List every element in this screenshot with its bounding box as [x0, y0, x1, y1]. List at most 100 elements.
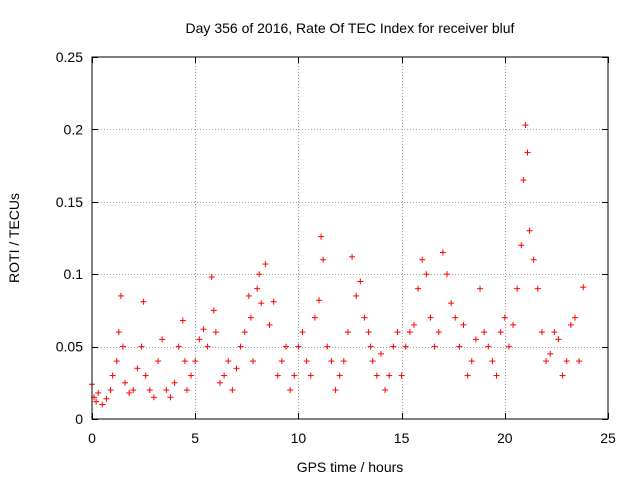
data-point	[216, 379, 223, 386]
data-point	[119, 343, 126, 350]
data-point	[262, 261, 269, 268]
data-point	[210, 307, 217, 314]
data-point	[340, 358, 347, 365]
data-point	[410, 321, 417, 328]
data-point	[155, 358, 162, 365]
x-tick-label: 0	[88, 430, 96, 446]
data-point	[439, 249, 446, 256]
data-point	[538, 329, 545, 336]
data-point	[122, 379, 129, 386]
data-point	[179, 317, 186, 324]
data-point	[551, 329, 558, 336]
data-point	[200, 326, 207, 333]
data-point	[109, 372, 116, 379]
data-point	[146, 387, 153, 394]
data-point	[188, 372, 195, 379]
data-point	[140, 298, 147, 305]
data-point	[181, 358, 188, 365]
data-point	[349, 253, 356, 260]
data-point	[142, 372, 149, 379]
data-point	[208, 274, 215, 281]
data-point	[472, 336, 479, 343]
data-point	[559, 372, 566, 379]
data-point	[580, 284, 587, 291]
data-point	[563, 358, 570, 365]
x-axis-label: GPS time / hours	[297, 459, 404, 475]
x-tick-label: 15	[394, 430, 410, 446]
data-point	[233, 365, 240, 372]
x-tick-label: 5	[191, 430, 199, 446]
data-point	[497, 329, 504, 336]
data-point	[522, 122, 529, 129]
plot-frame	[91, 56, 609, 420]
x-tick-label: 25	[600, 430, 616, 446]
data-point	[99, 401, 106, 408]
data-point	[183, 387, 190, 394]
data-point	[501, 314, 508, 321]
data-point	[225, 358, 232, 365]
data-point	[266, 321, 273, 328]
data-point	[406, 329, 413, 336]
x-tick-label: 20	[497, 430, 513, 446]
data-point	[419, 256, 426, 263]
data-point	[373, 372, 380, 379]
data-point	[171, 379, 178, 386]
data-point	[567, 321, 574, 328]
data-point	[270, 298, 277, 305]
y-tick-label: 0	[75, 411, 83, 427]
data-point	[456, 343, 463, 350]
data-point	[249, 358, 256, 365]
y-tick-label: 0.2	[64, 121, 84, 137]
data-point	[547, 350, 554, 357]
data-point	[369, 358, 376, 365]
y-tick-label: 0.15	[56, 194, 83, 210]
data-point	[303, 358, 310, 365]
data-point	[357, 278, 364, 285]
axis-ticks: 0 5 10 15 20 25 0 0.05 0.1 0.15 0.2 0.25	[56, 49, 616, 446]
data-point	[377, 350, 384, 357]
data-point	[464, 372, 471, 379]
y-tick-label: 0.25	[56, 49, 83, 65]
x-tick-label: 10	[291, 430, 307, 446]
y-tick-label: 0.05	[56, 339, 83, 355]
y-axis-label: ROTI / TECUs	[6, 193, 22, 283]
data-point	[221, 372, 228, 379]
data-point	[167, 394, 174, 401]
data-point	[291, 372, 298, 379]
data-point	[543, 358, 550, 365]
data-point	[318, 233, 325, 240]
data-point	[353, 292, 360, 299]
data-point	[344, 329, 351, 336]
data-point	[386, 372, 393, 379]
data-points	[89, 122, 587, 408]
data-point	[530, 256, 537, 263]
data-point	[307, 372, 314, 379]
data-point	[427, 314, 434, 321]
data-point	[241, 329, 248, 336]
data-point	[324, 343, 331, 350]
data-point	[477, 285, 484, 292]
data-point	[361, 314, 368, 321]
data-point	[460, 321, 467, 328]
data-point	[287, 387, 294, 394]
data-point	[175, 343, 182, 350]
data-point	[245, 292, 252, 299]
data-point	[481, 329, 488, 336]
data-point	[229, 387, 236, 394]
data-point	[256, 271, 263, 278]
data-point	[93, 398, 100, 405]
data-point	[237, 343, 244, 350]
data-point	[126, 389, 133, 396]
data-point	[534, 285, 541, 292]
data-point	[390, 343, 397, 350]
data-point	[435, 329, 442, 336]
data-point	[138, 343, 145, 350]
data-point	[555, 336, 562, 343]
data-point	[510, 321, 517, 328]
data-point	[444, 271, 451, 278]
data-point	[115, 329, 122, 336]
data-point	[576, 358, 583, 365]
data-point	[150, 394, 157, 401]
data-point	[423, 271, 430, 278]
